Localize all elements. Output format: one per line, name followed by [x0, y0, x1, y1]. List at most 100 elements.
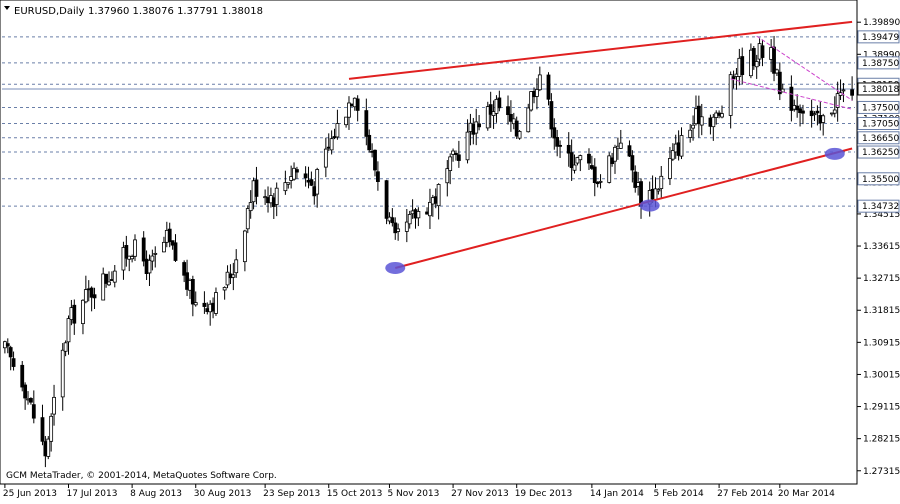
candle-body	[850, 89, 855, 96]
trendline-upper[interactable]	[348, 20, 853, 80]
candle-body	[720, 113, 724, 118]
candle-body	[795, 105, 800, 111]
candle-body	[618, 142, 623, 149]
x-tick-label: 20 Mar 2014	[778, 489, 835, 499]
candle-body	[569, 152, 574, 169]
candle-body	[832, 109, 837, 114]
x-tick-label: 17 Jul 2013	[67, 489, 118, 499]
x-tick-label: 27 Feb 2014	[717, 489, 773, 499]
candle-body	[812, 113, 817, 116]
plot-frame	[0, 0, 858, 485]
candle-body	[456, 154, 461, 161]
candle-body	[150, 255, 155, 262]
candle-body	[633, 171, 638, 188]
candle-body	[60, 349, 65, 398]
candle-body	[153, 252, 158, 255]
level-price-label: 1.37500	[862, 103, 899, 113]
candle-body	[46, 438, 51, 457]
candle-body	[375, 171, 380, 182]
candle-body	[566, 144, 571, 154]
candle-body	[474, 121, 479, 134]
candle-body	[506, 106, 510, 116]
candle-body	[801, 110, 805, 114]
candle-body	[107, 281, 111, 286]
level-price-label: 1.38750	[862, 59, 899, 69]
candle-body	[130, 256, 135, 260]
x-tick-label: 19 Dec 2013	[515, 489, 573, 499]
current-price-label: 1.38018	[862, 85, 899, 95]
candle-body	[454, 152, 458, 155]
candle-body	[552, 127, 557, 139]
candle-body	[465, 131, 470, 161]
x-tick-label: 15 Oct 2013	[327, 489, 383, 499]
candle-body	[112, 270, 117, 283]
candle-body	[63, 342, 68, 352]
candle-body	[222, 287, 227, 291]
y-tick-label: 1.29115	[863, 403, 900, 413]
candle-body	[841, 89, 846, 92]
candle-body	[780, 88, 785, 93]
candle-body	[66, 318, 71, 343]
touch-marker[interactable]	[824, 147, 845, 160]
candle-body	[274, 187, 279, 205]
candle-body	[29, 398, 33, 403]
channel-line[interactable]	[756, 35, 853, 101]
candle-body	[292, 167, 296, 180]
candle-body	[72, 304, 77, 324]
touch-marker[interactable]	[639, 199, 660, 212]
candle-body	[772, 46, 776, 74]
candle-body	[141, 237, 146, 262]
level-price-box	[857, 30, 900, 44]
candle-body	[558, 144, 562, 147]
candle-body	[613, 146, 617, 162]
candle-body	[182, 262, 187, 276]
y-tick-label: 1.30915	[863, 338, 900, 348]
candle-body	[445, 168, 450, 184]
x-tick-label: 30 Aug 2013	[194, 489, 252, 499]
candle-body	[835, 93, 840, 108]
candle-body	[592, 166, 597, 184]
level-price-label: 1.36650	[862, 134, 899, 144]
candle-body	[8, 347, 13, 358]
candle-body	[699, 116, 704, 126]
candle-body	[517, 131, 522, 139]
candle-body	[404, 221, 409, 232]
touch-marker[interactable]	[385, 261, 406, 274]
candle-body	[124, 245, 129, 259]
candle-body	[497, 97, 502, 109]
candle-body	[428, 201, 432, 217]
candle-body	[821, 115, 826, 123]
ohlc-readout: 1.37960 1.38076 1.37791 1.38018	[88, 6, 263, 17]
y-tick-label: 1.33615	[863, 242, 900, 252]
x-tick-label: 8 Aug 2013	[130, 489, 182, 499]
candle-body	[546, 74, 551, 100]
candle-body	[627, 145, 632, 157]
candle-body	[485, 106, 490, 129]
candle-body	[751, 48, 756, 66]
candle-body	[448, 156, 453, 172]
candle-body	[514, 120, 519, 137]
level-price-label: 1.36250	[862, 148, 899, 158]
candle-body	[295, 169, 299, 173]
candle-body	[711, 116, 716, 128]
y-tick-label: 1.34515	[863, 210, 900, 220]
candle-body	[234, 259, 239, 274]
candle-body	[679, 135, 684, 157]
channel-line[interactable]	[730, 78, 853, 110]
candle-body	[549, 101, 554, 130]
candle-body	[303, 173, 308, 179]
candle-body	[329, 138, 334, 151]
level-price-box	[857, 131, 900, 145]
candle-body	[670, 150, 675, 160]
level-price-label: 1.34732	[862, 202, 899, 212]
chart-menu-arrow-icon[interactable]	[4, 6, 10, 10]
candle-body	[754, 61, 759, 68]
candle-body	[488, 104, 493, 115]
candle-body	[390, 217, 395, 224]
trendline-lower[interactable]	[394, 147, 853, 269]
level-price-box	[857, 56, 900, 70]
candle-body	[245, 208, 250, 230]
candle-body	[5, 343, 10, 347]
